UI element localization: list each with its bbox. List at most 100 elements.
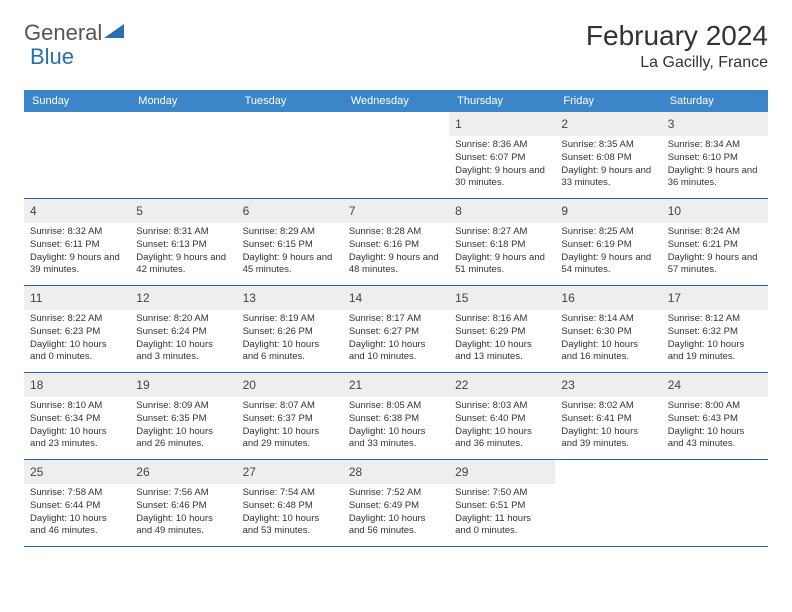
day-details: Sunrise: 8:05 AMSunset: 6:38 PMDaylight:… <box>349 400 443 451</box>
day-number-bar: 5 <box>130 199 236 223</box>
day-details: Sunrise: 8:12 AMSunset: 6:32 PMDaylight:… <box>668 313 762 364</box>
day-cell-empty <box>662 460 768 546</box>
day-details: Sunrise: 7:58 AMSunset: 6:44 PMDaylight:… <box>30 487 124 538</box>
day-cell: 23 Sunrise: 8:02 AMSunset: 6:41 PMDayligh… <box>555 373 661 459</box>
day-details: Sunrise: 8:03 AMSunset: 6:40 PMDaylight:… <box>455 400 549 451</box>
logo-text-blue: Blue <box>30 44 74 70</box>
day-number: 22 <box>455 378 468 392</box>
day-cell: 5Sunrise: 8:31 AMSunset: 6:13 PMDaylight… <box>130 199 236 285</box>
day-number-bar: 14 <box>343 286 449 310</box>
day-cell: 20 Sunrise: 8:07 AMSunset: 6:37 PMDayligh… <box>237 373 343 459</box>
day-details: Sunrise: 7:56 AMSunset: 6:46 PMDaylight:… <box>136 487 230 538</box>
day-number: 12 <box>136 291 149 305</box>
day-number-bar: 7 <box>343 199 449 223</box>
day-number: 6 <box>243 204 250 218</box>
day-number-bar: 21 <box>343 373 449 397</box>
day-details: Sunrise: 8:02 AMSunset: 6:41 PMDaylight:… <box>561 400 655 451</box>
day-number-bar: 10 <box>662 199 768 223</box>
day-number: 25 <box>30 465 43 479</box>
day-number-bar: 29 <box>449 460 555 484</box>
day-number-bar: 17 <box>662 286 768 310</box>
day-number: 17 <box>668 291 681 305</box>
day-number-bar: 3 <box>662 112 768 136</box>
day-number-bar: 16 <box>555 286 661 310</box>
day-number: 3 <box>668 117 675 131</box>
day-cell: 16Sunrise: 8:14 AMSunset: 6:30 PMDayligh… <box>555 286 661 372</box>
day-number-bar: 28 <box>343 460 449 484</box>
day-number-bar: 4 <box>24 199 130 223</box>
day-number-bar: 6 <box>237 199 343 223</box>
weekday-header: Tuesday <box>237 90 343 112</box>
day-cell: 17 Sunrise: 8:12 AMSunset: 6:32 PMDayligh… <box>662 286 768 372</box>
day-number-bar: 22 <box>449 373 555 397</box>
logo-triangle-icon <box>104 22 126 45</box>
day-details: Sunrise: 8:29 AMSunset: 6:15 PMDaylight:… <box>243 226 337 277</box>
day-cell-empty <box>237 112 343 198</box>
weekday-header: Friday <box>555 90 661 112</box>
day-details: Sunrise: 8:09 AMSunset: 6:35 PMDaylight:… <box>136 400 230 451</box>
day-details: Sunrise: 8:07 AMSunset: 6:37 PMDaylight:… <box>243 400 337 451</box>
day-cell: 8Sunrise: 8:27 AMSunset: 6:18 PMDaylight… <box>449 199 555 285</box>
day-number: 21 <box>349 378 362 392</box>
day-cell: 4 Sunrise: 8:32 AMSunset: 6:11 PMDaylight… <box>24 199 130 285</box>
weekday-header: Wednesday <box>343 90 449 112</box>
logo-text-general: General <box>24 20 102 46</box>
day-details: Sunrise: 8:25 AMSunset: 6:19 PMDaylight:… <box>561 226 655 277</box>
day-details: Sunrise: 8:22 AMSunset: 6:23 PMDaylight:… <box>30 313 124 364</box>
day-number-bar: 18 <box>24 373 130 397</box>
day-cell: 1 Sunrise: 8:36 AMSunset: 6:07 PMDaylight… <box>449 112 555 198</box>
day-details: Sunrise: 8:35 AMSunset: 6:08 PMDaylight:… <box>561 139 655 190</box>
day-details: Sunrise: 7:50 AMSunset: 6:51 PMDaylight:… <box>455 487 549 538</box>
day-number: 27 <box>243 465 256 479</box>
day-number: 15 <box>455 291 468 305</box>
day-cell-empty <box>130 112 236 198</box>
day-details: Sunrise: 8:10 AMSunset: 6:34 PMDaylight:… <box>30 400 124 451</box>
day-cell: 12Sunrise: 8:20 AMSunset: 6:24 PMDayligh… <box>130 286 236 372</box>
day-number: 24 <box>668 378 681 392</box>
day-cell: 26 Sunrise: 7:56 AMSunset: 6:46 PMDayligh… <box>130 460 236 546</box>
day-number: 14 <box>349 291 362 305</box>
day-cell: 18 Sunrise: 8:10 AMSunset: 6:34 PMDayligh… <box>24 373 130 459</box>
day-cell: 22 Sunrise: 8:03 AMSunset: 6:40 PMDayligh… <box>449 373 555 459</box>
day-number: 13 <box>243 291 256 305</box>
weekday-header: Monday <box>130 90 236 112</box>
day-details: Sunrise: 7:52 AMSunset: 6:49 PMDaylight:… <box>349 487 443 538</box>
day-number: 26 <box>136 465 149 479</box>
day-number-bar: 20 <box>237 373 343 397</box>
day-cell: 7Sunrise: 8:28 AMSunset: 6:16 PMDaylight… <box>343 199 449 285</box>
day-cell: 3 Sunrise: 8:34 AMSunset: 6:10 PMDaylight… <box>662 112 768 198</box>
calendar-body: 1 Sunrise: 8:36 AMSunset: 6:07 PMDaylight… <box>24 112 768 547</box>
day-number: 7 <box>349 204 356 218</box>
month-title: February 2024 <box>586 20 768 52</box>
day-cell: 29 Sunrise: 7:50 AMSunset: 6:51 PMDayligh… <box>449 460 555 546</box>
day-details: Sunrise: 8:36 AMSunset: 6:07 PMDaylight:… <box>455 139 549 190</box>
day-number-bar: 24 <box>662 373 768 397</box>
day-cell: 6 Sunrise: 8:29 AMSunset: 6:15 PMDaylight… <box>237 199 343 285</box>
day-details: Sunrise: 8:27 AMSunset: 6:18 PMDaylight:… <box>455 226 549 277</box>
day-number: 11 <box>30 291 42 305</box>
day-number: 23 <box>561 378 574 392</box>
day-number: 28 <box>349 465 362 479</box>
day-details: Sunrise: 8:16 AMSunset: 6:29 PMDaylight:… <box>455 313 549 364</box>
day-number-bar: 27 <box>237 460 343 484</box>
day-cell: 2Sunrise: 8:35 AMSunset: 6:08 PMDaylight… <box>555 112 661 198</box>
day-number-bar: 19 <box>130 373 236 397</box>
week-row: 18 Sunrise: 8:10 AMSunset: 6:34 PMDayligh… <box>24 373 768 460</box>
day-details: Sunrise: 8:34 AMSunset: 6:10 PMDaylight:… <box>668 139 762 190</box>
day-number-bar: 13 <box>237 286 343 310</box>
day-details: Sunrise: 8:32 AMSunset: 6:11 PMDaylight:… <box>30 226 124 277</box>
day-cell: 15 Sunrise: 8:16 AMSunset: 6:29 PMDayligh… <box>449 286 555 372</box>
day-cell-empty <box>555 460 661 546</box>
day-cell: 27Sunrise: 7:54 AMSunset: 6:48 PMDayligh… <box>237 460 343 546</box>
day-cell: 13 Sunrise: 8:19 AMSunset: 6:26 PMDayligh… <box>237 286 343 372</box>
day-number-bar: 23 <box>555 373 661 397</box>
day-details: Sunrise: 8:19 AMSunset: 6:26 PMDaylight:… <box>243 313 337 364</box>
day-number: 9 <box>561 204 568 218</box>
day-cell: 28 Sunrise: 7:52 AMSunset: 6:49 PMDayligh… <box>343 460 449 546</box>
day-details: Sunrise: 8:00 AMSunset: 6:43 PMDaylight:… <box>668 400 762 451</box>
week-row: 25 Sunrise: 7:58 AMSunset: 6:44 PMDayligh… <box>24 460 768 547</box>
day-number-bar: 11 <box>24 286 130 310</box>
day-number-bar: 1 <box>449 112 555 136</box>
day-cell: 25 Sunrise: 7:58 AMSunset: 6:44 PMDayligh… <box>24 460 130 546</box>
day-number: 5 <box>136 204 143 218</box>
